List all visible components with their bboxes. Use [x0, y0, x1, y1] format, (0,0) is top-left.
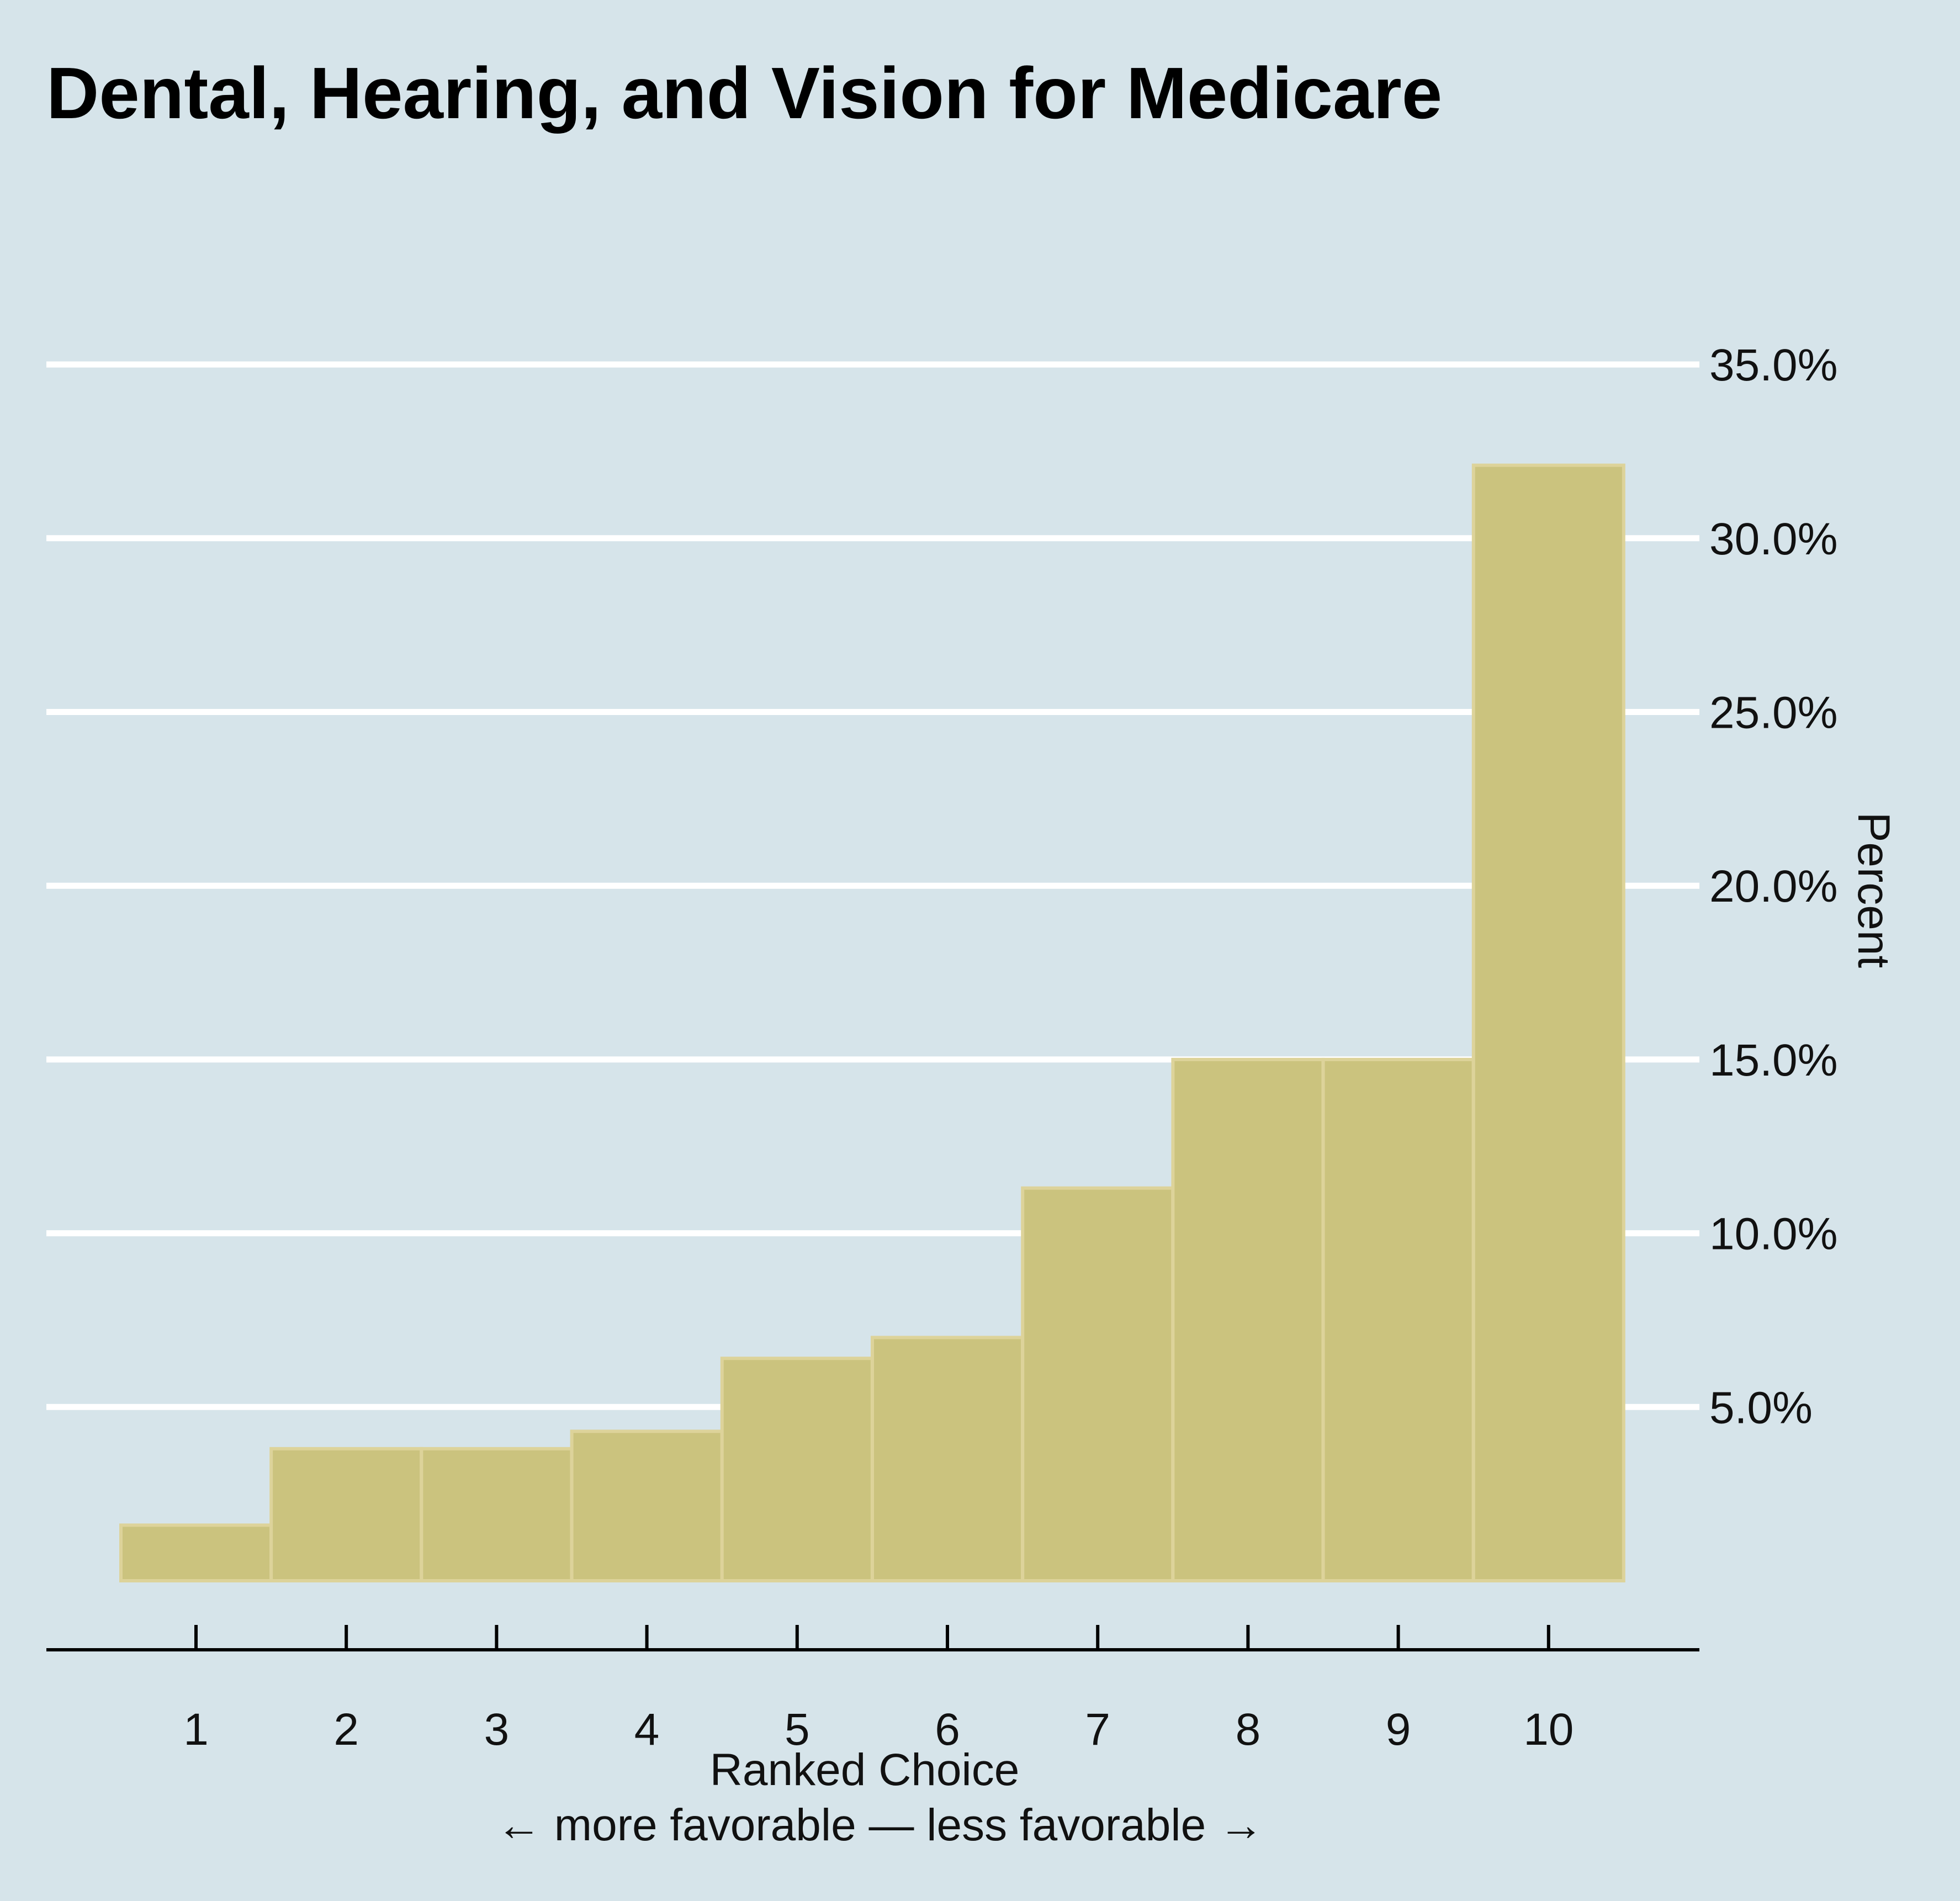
- x-tick-label: 7: [1085, 1704, 1110, 1755]
- y-tick-label: 5.0%: [1709, 1383, 1813, 1433]
- y-tick-labels: 5.0% 10.0% 15.0% 20.0% 25.0% 30.0% 35.0%: [1709, 340, 1838, 1433]
- chart-title: Dental, Hearing, and Vision for Medicare: [46, 52, 1442, 134]
- x-axis-subtitle: ← more favorable — less favorable →: [496, 1800, 1264, 1850]
- bar: [570, 1429, 724, 1582]
- y-tick-label: 35.0%: [1709, 340, 1838, 390]
- bar: [871, 1336, 1024, 1582]
- bar: [1321, 1057, 1475, 1582]
- bar: [1471, 463, 1625, 1582]
- y-tick-label: 10.0%: [1709, 1209, 1838, 1259]
- y-tick-label: 25.0%: [1709, 688, 1838, 738]
- x-tick-label: 10: [1523, 1704, 1574, 1755]
- y-tick-label: 20.0%: [1709, 861, 1838, 912]
- x-tick-label: 4: [634, 1704, 660, 1755]
- x-tick-label: 8: [1236, 1704, 1261, 1755]
- bar: [1021, 1186, 1175, 1583]
- x-tick-label: 5: [785, 1704, 810, 1755]
- x-tick-label: 9: [1386, 1704, 1411, 1755]
- y-tick-label: 15.0%: [1709, 1035, 1838, 1085]
- bar: [269, 1447, 423, 1582]
- bars: [119, 463, 1625, 1583]
- bar: [720, 1357, 874, 1583]
- x-axis-title: Ranked Choice: [710, 1745, 1020, 1795]
- bar: [119, 1523, 273, 1582]
- x-tick-label: 3: [484, 1704, 510, 1755]
- y-tick-label: 30.0%: [1709, 514, 1838, 564]
- bar: [420, 1447, 574, 1582]
- x-tick-label: 2: [333, 1704, 359, 1755]
- x-axis: 1 2 3 4 5 6 7 8 9 10: [46, 1625, 1699, 1755]
- bar: [1171, 1057, 1325, 1582]
- x-tick-label: 1: [183, 1704, 209, 1755]
- x-tick-label: 6: [935, 1704, 960, 1755]
- y-axis-title: Percent: [1848, 812, 1899, 968]
- gridlines: [46, 361, 1699, 1410]
